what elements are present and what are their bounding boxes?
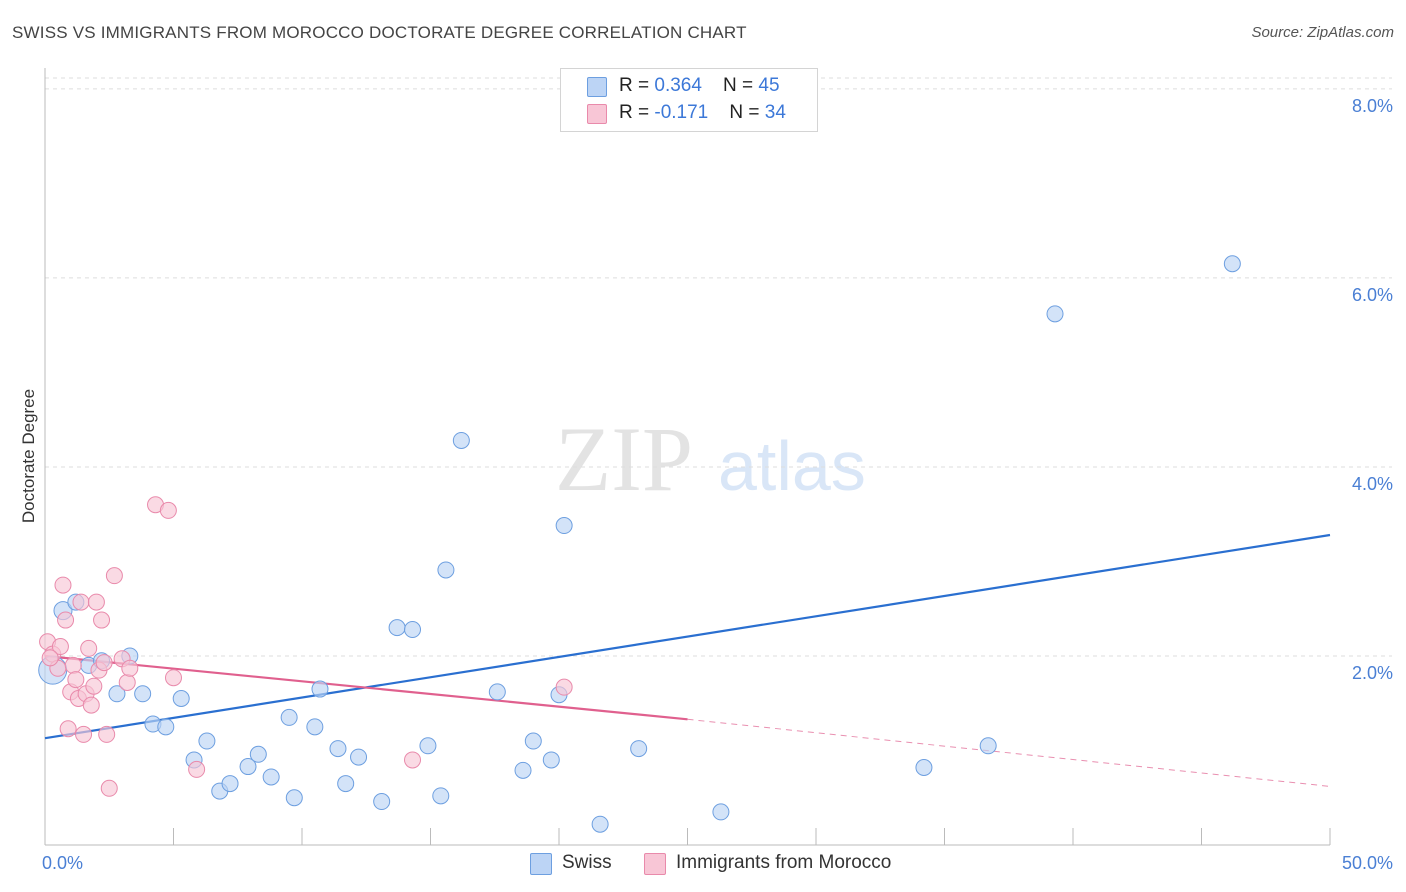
legend-text-swiss: R = 0.364 N = 45 <box>619 75 780 97</box>
y-tick-label: 2.0% <box>1352 663 1393 683</box>
morocco-point <box>82 696 100 714</box>
morocco-point <box>67 671 85 689</box>
swiss-point <box>542 751 560 769</box>
swiss-point <box>262 768 280 786</box>
swiss-point <box>311 680 329 698</box>
morocco-point <box>59 720 77 738</box>
y-tick-label: 6.0% <box>1352 285 1393 305</box>
swiss-point <box>432 787 450 805</box>
swiss-point <box>524 732 542 750</box>
swiss-point <box>198 732 216 750</box>
morocco-point <box>93 611 111 629</box>
morocco-point <box>54 576 72 594</box>
swiss-point <box>1223 255 1241 273</box>
swiss-point <box>514 761 532 779</box>
swiss-point <box>452 431 470 449</box>
legend-r-label: R = <box>619 102 655 123</box>
swiss-point <box>419 737 437 755</box>
watermark-zip: ZIP <box>555 408 693 510</box>
swiss-point <box>306 718 324 736</box>
morocco-point <box>87 593 105 611</box>
swiss-point <box>488 683 506 701</box>
bottom-legend-swatch-swiss <box>530 853 552 875</box>
swiss-point <box>630 740 648 758</box>
swiss-point <box>915 759 933 776</box>
y-axis-title: Doctorate Degree <box>19 389 38 523</box>
bottom-legend-label-morocco: Immigrants from Morocco <box>676 852 892 873</box>
morocco-point <box>72 593 90 611</box>
swiss-point <box>329 740 347 758</box>
swiss-point <box>712 803 730 821</box>
morocco-point <box>118 673 136 691</box>
gridlines <box>45 77 1392 657</box>
swiss-trend-line <box>44 533 1331 740</box>
morocco-point <box>98 725 116 743</box>
morocco-trend-extension <box>687 718 1331 787</box>
legend-n-label: N = <box>723 75 759 96</box>
swiss-point <box>134 685 152 703</box>
swiss-point <box>404 621 422 639</box>
bottom-legend-label-swiss: Swiss <box>562 852 612 873</box>
legend: R = 0.364 N = 45 R = -0.171 N = 34 <box>560 68 818 132</box>
swiss-point <box>280 708 298 726</box>
morocco-point <box>165 669 182 687</box>
legend-r-label: R = <box>619 75 655 96</box>
morocco-point <box>188 760 206 778</box>
tick-labels: 2.0% 4.0% 6.0% 8.0% 0.0% 50.0% <box>42 96 1393 873</box>
morocco-point <box>75 725 93 743</box>
swiss-point <box>1046 305 1064 323</box>
morocco-point <box>100 779 118 797</box>
x-tick-label: 0.0% <box>42 853 83 873</box>
legend-swatch-morocco <box>587 104 607 124</box>
swiss-point <box>979 737 997 755</box>
morocco-point <box>85 677 103 695</box>
morocco-point <box>51 638 69 656</box>
morocco-point <box>57 611 75 629</box>
axes <box>44 68 1331 846</box>
morocco-point <box>80 639 98 657</box>
morocco-point <box>159 501 177 519</box>
morocco-trend-line <box>44 654 688 721</box>
swiss-point <box>249 745 267 763</box>
swiss-point <box>172 690 190 708</box>
swiss-point <box>239 758 257 776</box>
legend-text-morocco: R = -0.171 N = 34 <box>619 102 786 124</box>
bottom-legend-swatch-morocco <box>644 853 666 875</box>
legend-swatch-swiss <box>587 77 607 97</box>
swiss-point <box>157 718 175 736</box>
morocco-point <box>105 567 123 585</box>
y-tick-label: 8.0% <box>1352 96 1393 116</box>
data-points <box>38 255 1241 833</box>
swiss-point <box>591 815 609 833</box>
swiss-point <box>221 775 239 793</box>
legend-n-value: 34 <box>764 102 786 123</box>
swiss-point <box>337 775 355 793</box>
y-tick-label: 4.0% <box>1352 474 1393 494</box>
legend-n-value: 45 <box>758 75 780 96</box>
source-credit: Source: ZipAtlas.com <box>1251 24 1394 41</box>
swiss-point <box>373 793 391 811</box>
morocco-point <box>555 678 573 696</box>
swiss-point <box>108 685 126 703</box>
swiss-point <box>285 789 303 807</box>
morocco-point <box>41 649 59 667</box>
legend-r-value: 0.364 <box>654 75 702 96</box>
legend-n-label: N = <box>729 102 765 123</box>
morocco-point <box>404 751 422 769</box>
morocco-point <box>121 659 139 677</box>
chart-title: SWISS VS IMMIGRANTS FROM MOROCCO DOCTORA… <box>12 23 747 42</box>
x-tick-label: 50.0% <box>1342 853 1393 873</box>
swiss-point <box>437 561 455 579</box>
morocco-point <box>64 656 82 674</box>
morocco-point <box>95 654 113 672</box>
legend-r-value: -0.171 <box>654 102 709 123</box>
swiss-point <box>350 748 368 766</box>
swiss-point <box>388 619 406 637</box>
watermark-atlas: atlas <box>718 427 866 505</box>
swiss-point <box>555 517 573 535</box>
trend-lines <box>44 533 1331 787</box>
